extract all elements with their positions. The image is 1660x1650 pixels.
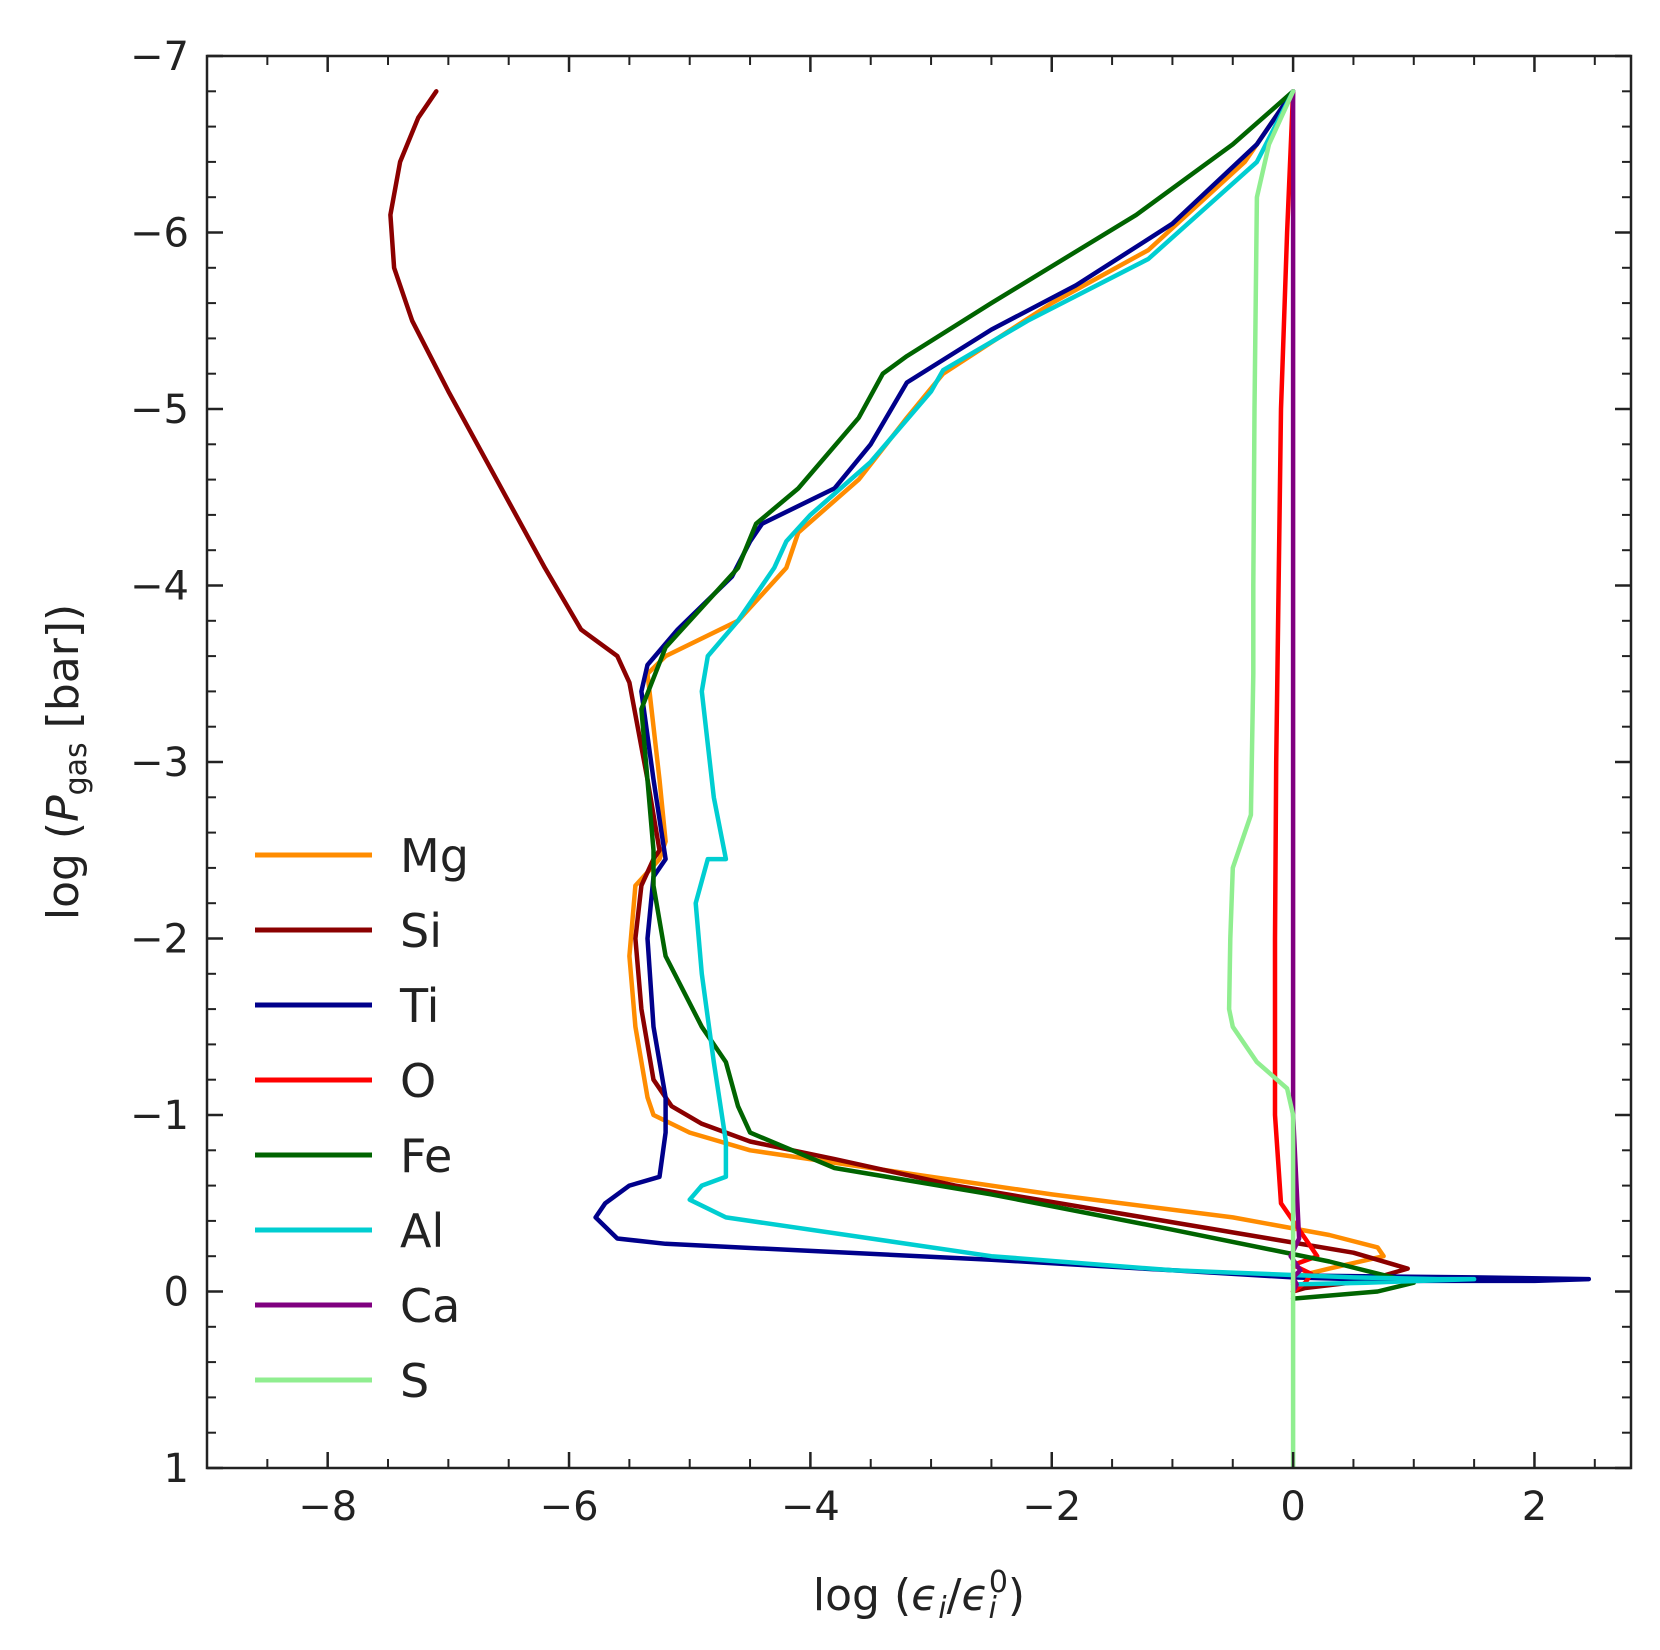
legend-label: Ti [399, 979, 439, 1033]
legend-item-si: Si [255, 904, 442, 958]
x-tick-label: −8 [298, 1484, 357, 1530]
x-tick-label: −2 [1022, 1484, 1081, 1530]
ticks-layer [206, 54, 1631, 1470]
y-tick-label: −3 [130, 740, 189, 786]
y-tick-label: 0 [164, 1270, 189, 1316]
legend: Mg Si Ti O Fe Al Ca S [255, 829, 469, 1408]
plot-frame [205, 54, 1633, 1470]
y-axis-label: log (Pgas [bar]) [38, 604, 94, 920]
legend-label: Mg [400, 829, 469, 883]
legend-item-fe: Fe [255, 1129, 452, 1183]
y-tick-label: −4 [130, 564, 189, 610]
y-tick-label: −5 [130, 387, 189, 433]
legend-item-ca: Ca [255, 1279, 460, 1333]
x-tick-label: 2 [1522, 1484, 1547, 1530]
y-tick-label: 1 [164, 1446, 189, 1492]
legend-label: Fe [400, 1129, 452, 1183]
series-line-fe [639, 89, 1417, 1301]
legend-item-al: Al [255, 1204, 444, 1258]
legend-label: S [400, 1354, 429, 1408]
series-layer [388, 89, 1592, 1468]
x-tick-label: −4 [781, 1484, 840, 1530]
series-line-si [388, 89, 1410, 1294]
legend-label: Si [400, 904, 442, 958]
x-tick-label: 0 [1280, 1484, 1305, 1530]
legend-label: O [400, 1054, 436, 1108]
tick-labels-layer: −8 −6 −4 −2 0 2 −7 −6 −5 −4 −3 −2 −1 0 1 [130, 34, 1547, 1530]
y-tick-label: −1 [130, 1093, 189, 1139]
series-line-s [1226, 89, 1296, 1468]
legend-item-mg: Mg [255, 829, 469, 883]
series-line-al [687, 89, 1477, 1287]
legend-label: Al [400, 1204, 444, 1258]
legend-item-s: S [255, 1354, 429, 1408]
y-tick-label: −2 [130, 917, 189, 963]
y-tick-label: −7 [130, 34, 189, 80]
x-tick-label: −6 [540, 1484, 599, 1530]
legend-item-ti: Ti [255, 979, 439, 1033]
legend-item-o: O [255, 1054, 436, 1108]
y-tick-label: −6 [130, 211, 189, 257]
series-line-o [1272, 89, 1320, 1294]
x-axis-label: log (ϵi/ϵi0) [813, 1565, 1025, 1626]
legend-label: Ca [400, 1279, 460, 1333]
